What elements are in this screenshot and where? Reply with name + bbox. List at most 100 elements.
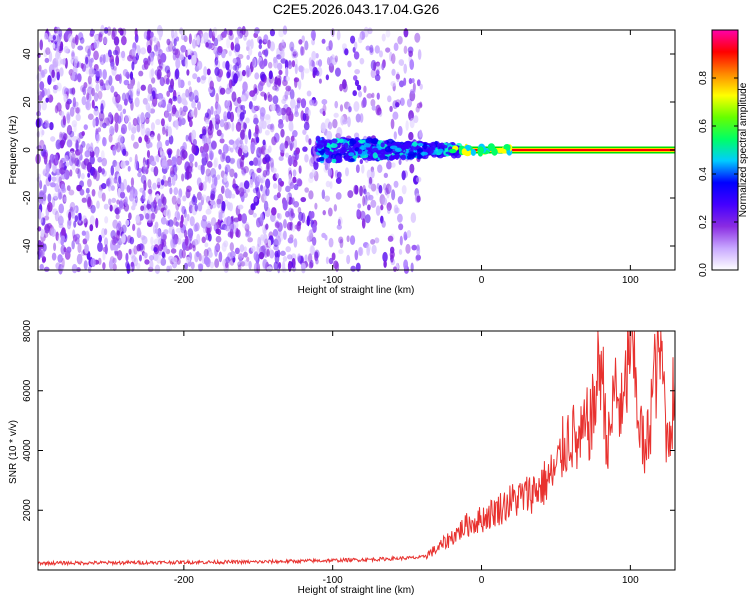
heatmap-cell xyxy=(128,248,132,255)
heatmap-cell xyxy=(357,148,363,155)
heatmap-cell xyxy=(121,224,127,234)
heatmap-cell xyxy=(336,30,341,41)
heatmap-cell xyxy=(114,122,119,133)
heatmap-cell xyxy=(142,189,146,200)
heatmap-cell xyxy=(408,77,413,85)
heatmap-cell xyxy=(117,249,123,261)
heatmap-cell xyxy=(241,69,246,77)
heatmap-cell xyxy=(83,158,90,166)
heatmap-cell xyxy=(140,84,146,91)
heatmap-cell xyxy=(378,184,383,194)
heatmap-cell xyxy=(338,236,344,244)
heatmap-cell xyxy=(377,164,383,174)
heatmap-cell xyxy=(138,136,143,144)
heatmap-cell xyxy=(182,105,188,113)
heatmap-cell xyxy=(225,87,231,95)
heatmap-cell xyxy=(278,155,284,162)
heatmap-cell xyxy=(91,99,95,109)
heatmap-cell xyxy=(250,245,256,253)
heatmap-cell xyxy=(157,198,163,208)
heatmap-cell xyxy=(303,68,310,74)
heatmap-cell xyxy=(347,190,354,199)
heatmap-cell xyxy=(216,198,222,205)
heatmap-cell xyxy=(293,77,300,83)
heatmap-cell xyxy=(95,147,99,158)
heatmap-cell xyxy=(83,260,88,270)
snr-series-line xyxy=(37,330,676,567)
heatmap-cell xyxy=(216,197,221,209)
heatmap-cell xyxy=(95,128,99,135)
heatmap-cell xyxy=(71,240,75,250)
heatmap-cell xyxy=(63,196,67,203)
heatmap-cell xyxy=(368,183,374,189)
heatmap-cell xyxy=(225,256,231,264)
heatmap-cell xyxy=(374,237,380,244)
heatmap-cell xyxy=(59,139,66,147)
heatmap-cell xyxy=(255,259,259,268)
heatmap-cell xyxy=(215,235,222,243)
heatmap-cell xyxy=(63,246,67,253)
heatmap-cell xyxy=(186,69,190,76)
heatmap-cell xyxy=(437,148,444,153)
heatmap-cell xyxy=(234,43,241,52)
heatmap-cell xyxy=(234,37,239,46)
heatmap-cell xyxy=(243,259,250,267)
heatmap-cell xyxy=(256,243,260,255)
heatmap-cell xyxy=(242,121,247,133)
heatmap-cell xyxy=(112,145,117,156)
heatmap-cell xyxy=(362,97,367,108)
heatmap-cell xyxy=(202,181,207,192)
heatmap-cell xyxy=(240,261,246,267)
heatmap-cell xyxy=(288,173,292,184)
heatmap-cell xyxy=(408,50,413,57)
heatmap-cell xyxy=(102,122,107,129)
heatmap-cell xyxy=(87,113,94,120)
heatmap-cell xyxy=(44,57,50,64)
heatmap-cell xyxy=(264,114,271,121)
heatmap-cell xyxy=(70,152,76,164)
heatmap-cell xyxy=(371,92,375,99)
heatmap-cell xyxy=(89,155,95,165)
heatmap-cell xyxy=(146,203,152,210)
heatmap-cell xyxy=(203,66,208,77)
heatmap-cell xyxy=(213,157,219,168)
heatmap-cell xyxy=(254,27,260,35)
heatmap-cell xyxy=(376,92,380,100)
heatmap-cell xyxy=(69,130,75,138)
heatmap-cell xyxy=(477,146,484,154)
heatmap-cell xyxy=(223,173,228,183)
heatmap-cell xyxy=(180,44,187,53)
heatmap-cell xyxy=(93,92,99,102)
heatmap-cell xyxy=(123,115,129,124)
heatmap-cell xyxy=(341,148,347,153)
heatmap-cell xyxy=(285,66,289,78)
heatmap-cell xyxy=(84,243,89,254)
heatmap-cell xyxy=(371,105,377,111)
heatmap-cell xyxy=(152,182,157,190)
heatmap-cell xyxy=(115,213,120,220)
heatmap-cell xyxy=(155,118,161,126)
heatmap-cell xyxy=(99,54,106,66)
heatmap-cell xyxy=(389,105,393,112)
heatmap-cell xyxy=(225,155,231,164)
heatmap-cell xyxy=(89,224,94,232)
heatmap-cell xyxy=(145,213,150,220)
heatmap-cell xyxy=(42,192,47,202)
colorbar: 0.0 0.2 0.4 0.6 0.8 Normalized spectral ampl… xyxy=(698,29,749,277)
heatmap-cell xyxy=(177,77,181,89)
heatmap-cell xyxy=(210,105,214,116)
heatmap-cell xyxy=(324,118,331,129)
heatmap-cell xyxy=(297,220,302,227)
heatmap-cell xyxy=(41,101,47,111)
heatmap-cell xyxy=(381,220,386,228)
heatmap-cell xyxy=(404,142,411,150)
heatmap-cell xyxy=(209,120,213,131)
heatmap-cell xyxy=(267,239,272,247)
heatmap-cell xyxy=(275,75,282,81)
heatmap-cell xyxy=(302,146,308,152)
heatmap-cell xyxy=(77,73,82,83)
heatmap-cell xyxy=(36,111,42,117)
heatmap-cell xyxy=(243,180,250,190)
heatmap-cell xyxy=(390,80,396,87)
heatmap-cell xyxy=(133,257,138,267)
